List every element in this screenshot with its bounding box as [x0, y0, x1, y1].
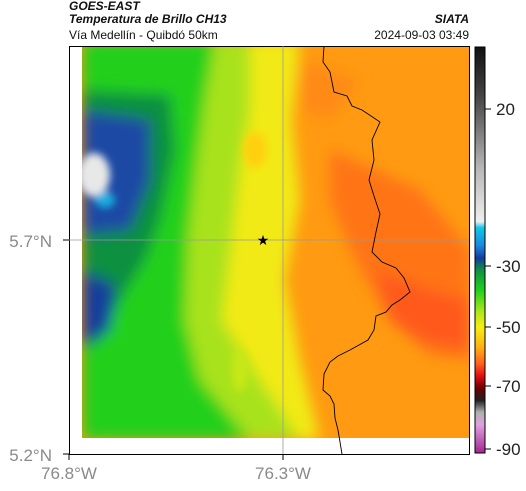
product-title: Temperatura de Brillo CH13 [69, 12, 227, 26]
star-icon: ★ [257, 233, 270, 249]
colorbar-tick-1: 20 [496, 100, 515, 119]
colorbar-tick-2: -30 [496, 257, 521, 276]
colorbar-tick-4: -70 [496, 377, 521, 396]
colorbar: 20 -30 -50 -70 -90 [474, 46, 521, 459]
lat-label-1: 5.7°N [9, 232, 52, 251]
org-label: SIATA [434, 12, 469, 26]
colorbar-tick-5: -90 [496, 440, 521, 459]
map-frame [69, 46, 470, 455]
datetime-label: 2024-09-03 03:49 [374, 28, 469, 42]
colorbar-tick-3: -50 [496, 318, 521, 337]
route-subtitle: Vía Medellín - Quibdó 50km [69, 28, 218, 42]
brightness-temperature-field [82, 47, 469, 438]
department-border [322, 45, 411, 455]
lat-label-2: 5.2°N [9, 446, 52, 465]
satellite-title: GOES-EAST [69, 0, 140, 13]
lon-label-2: 76.3°W [255, 464, 311, 483]
lon-label-1: 76.8°W [41, 464, 97, 483]
